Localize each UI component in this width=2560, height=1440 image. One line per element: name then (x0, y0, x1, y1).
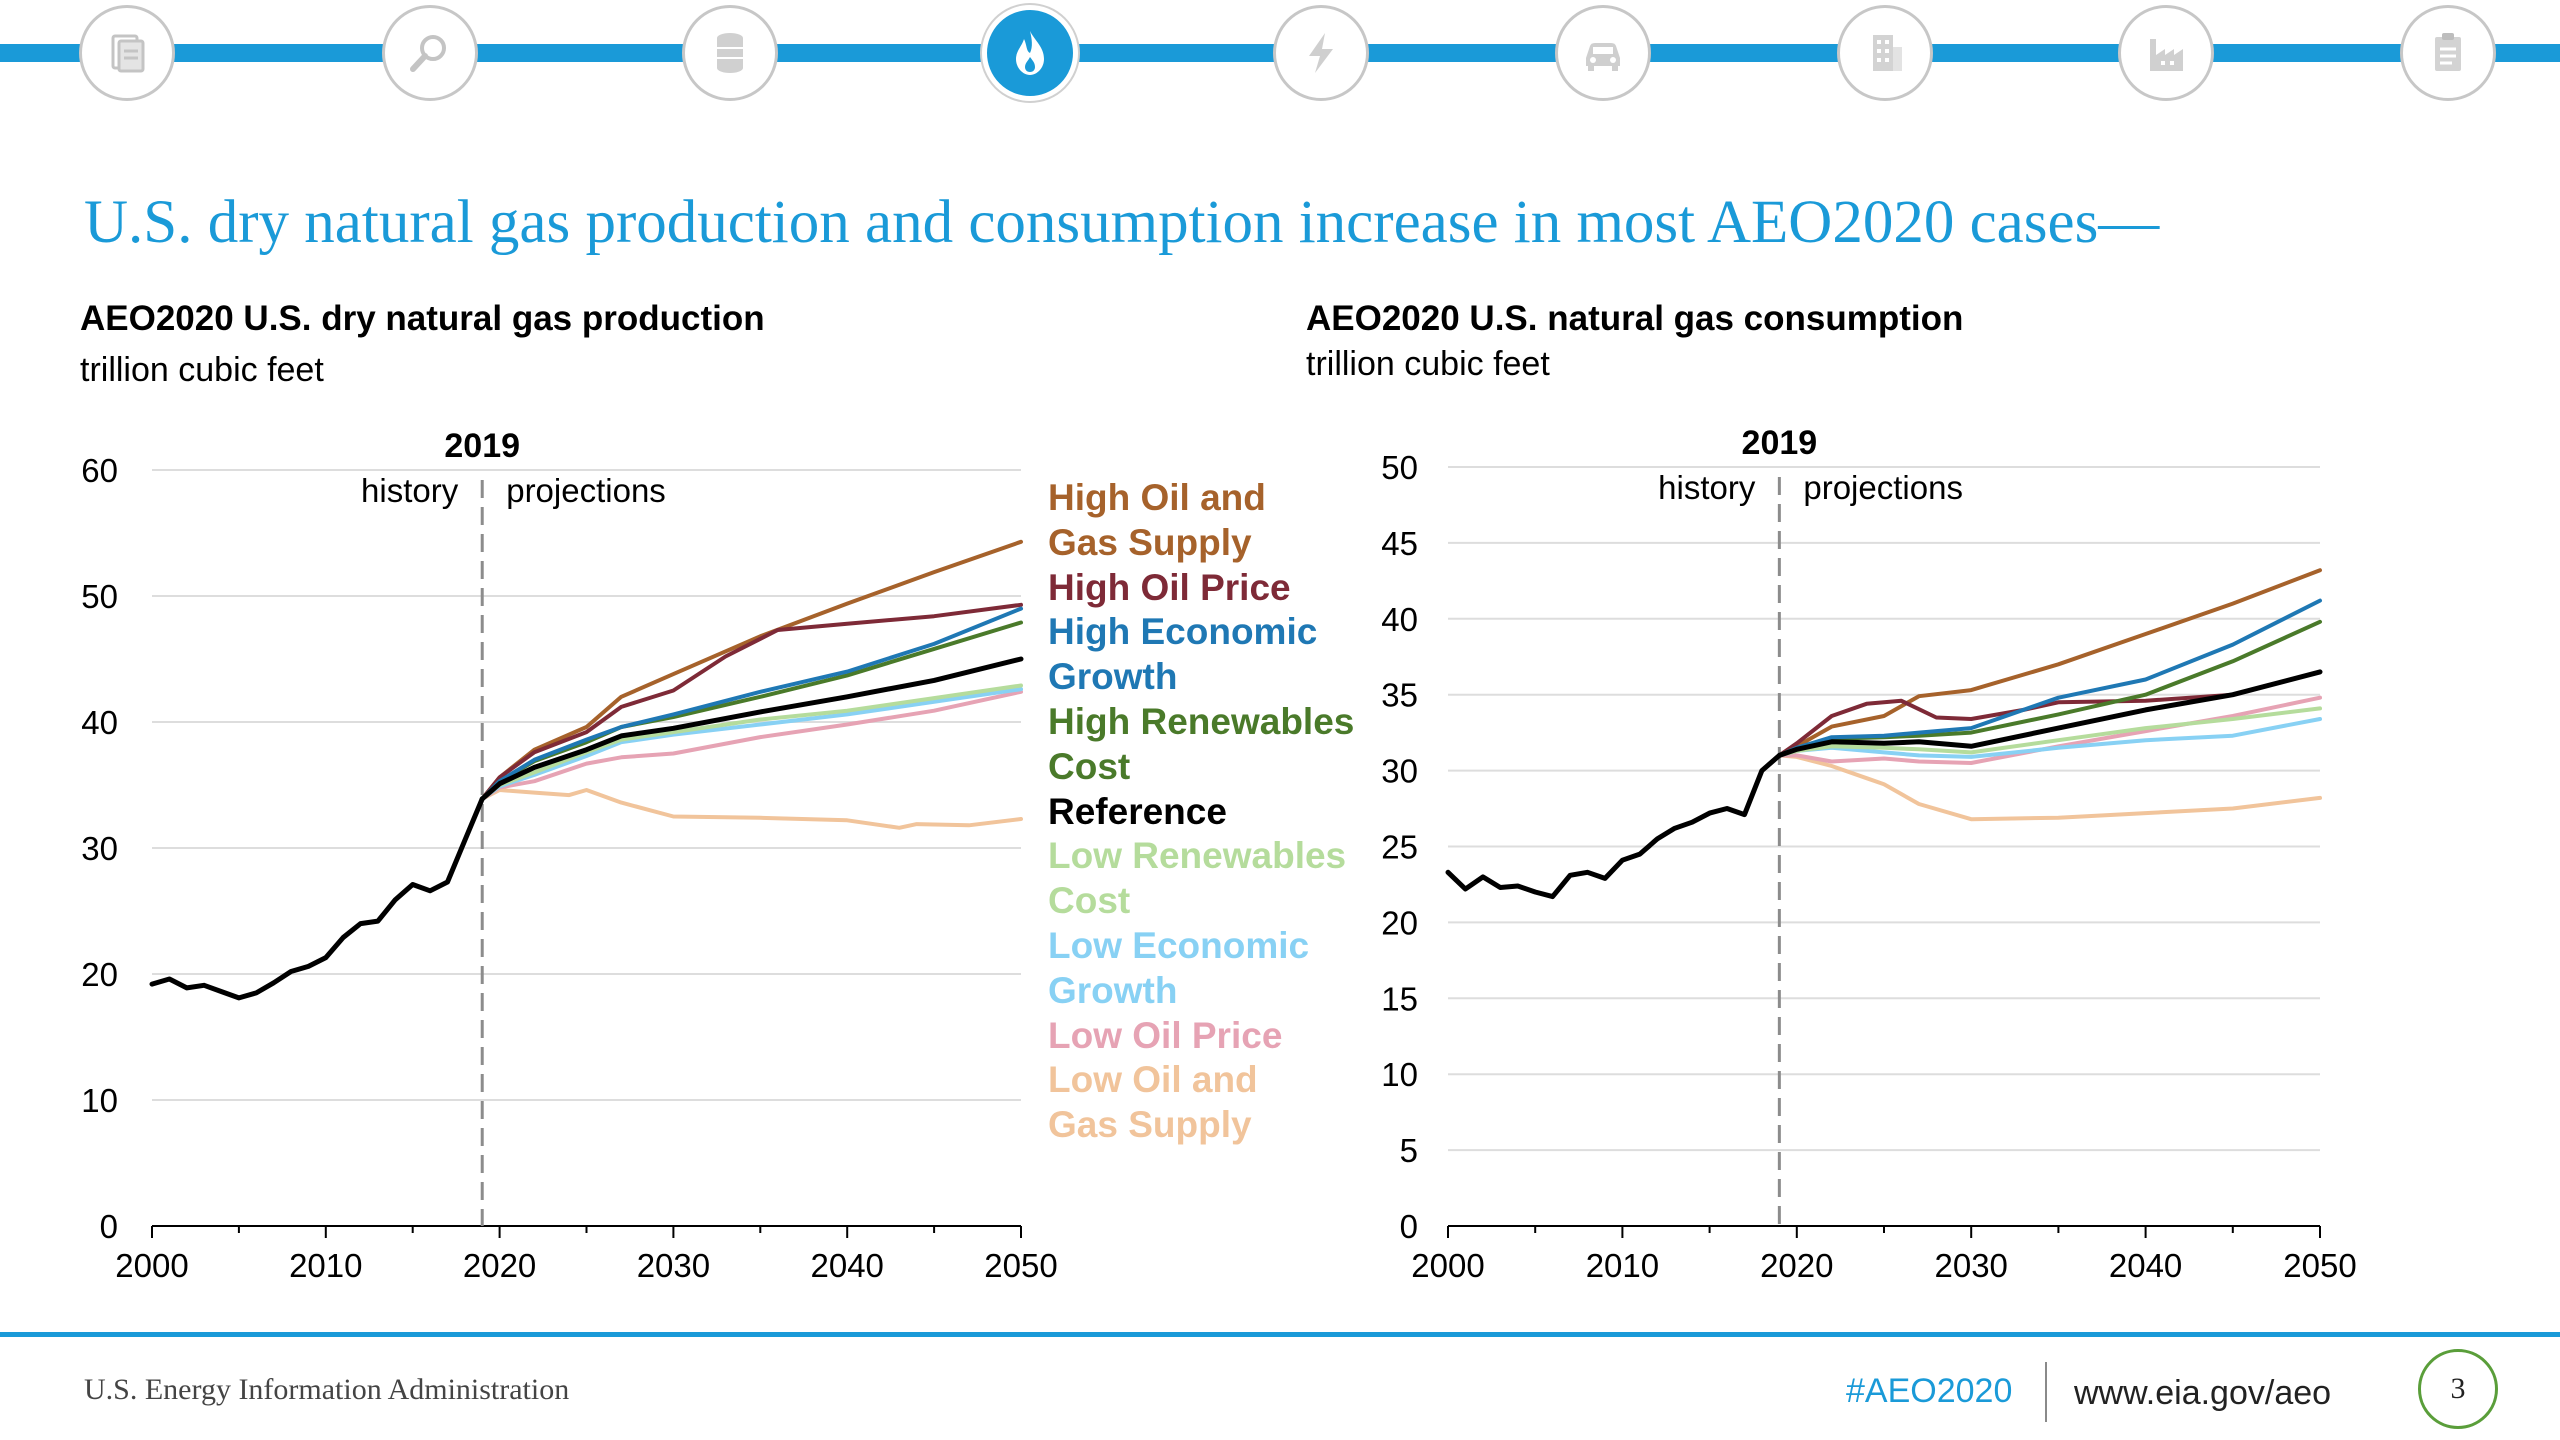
legend-item: High Oil and Gas Supply (1048, 477, 1266, 563)
series-line-low-renewables-cost (480, 683, 1023, 801)
history-line (1445, 752, 1782, 900)
footer-hashtag-link[interactable]: #AEO2020 (1846, 1372, 2013, 1410)
projections-label: projections (1803, 469, 1963, 506)
x-tick-label: 2010 (1586, 1247, 1659, 1284)
y-tick-label: 35 (1381, 677, 1418, 714)
y-tick-label: 10 (1381, 1056, 1418, 1093)
y-tick-label: 40 (81, 704, 118, 741)
series-line-high-economic-growth (480, 606, 1023, 801)
y-tick-label: 40 (1381, 601, 1418, 638)
topic-navigation-bar (0, 0, 2560, 110)
y-tick-label: 50 (81, 578, 118, 615)
divider-year-label: 2019 (444, 427, 520, 465)
legend-item: Low Renewables Cost (1048, 835, 1347, 922)
y-tick-label: 20 (1381, 904, 1418, 941)
footer-separator (2045, 1362, 2047, 1422)
y-tick-label: 30 (81, 830, 118, 867)
y-tick-label: 15 (1381, 980, 1418, 1017)
x-tick-label: 2020 (1760, 1247, 1833, 1284)
legend-item: High Renewables Cost (1048, 700, 1355, 787)
series-line-high-oil-price (1777, 669, 2322, 758)
slide-title: U.S. dry natural gas production and cons… (84, 189, 2160, 256)
footer-url-link[interactable]: www.eia.gov/aeo (2074, 1374, 2332, 1412)
legend-item: High Oil Price (1048, 566, 1291, 608)
y-tick-label: 0 (1400, 1208, 1418, 1245)
y-tick-label: 50 (1381, 449, 1418, 486)
legend-item: Low Oil Price (1048, 1014, 1283, 1056)
series-line-low-renewables-cost (1777, 706, 2322, 758)
building-icon[interactable] (1837, 5, 1933, 101)
series-line-reference (1776, 669, 2323, 758)
projections-label: projections (506, 472, 666, 509)
x-tick-label: 2050 (984, 1247, 1057, 1284)
clipboard-icon[interactable] (2400, 5, 2496, 101)
y-tick-label: 0 (100, 1208, 118, 1245)
legend-item: High Economic Growth (1048, 611, 1318, 698)
x-tick-label: 2030 (637, 1247, 710, 1284)
oil-barrel-icon[interactable] (682, 5, 778, 101)
y-tick-label: 20 (81, 956, 118, 993)
history-label: history (1658, 469, 1756, 506)
legend-item: Low Oil and Gas Supply (1048, 1059, 1258, 1146)
series-line-high-oil-and-gas-supply (1777, 568, 2322, 758)
x-tick-label: 2010 (289, 1247, 362, 1284)
series-line-high-economic-growth (1777, 598, 2322, 758)
x-tick-label: 2040 (2109, 1247, 2182, 1284)
x-tick-label: 2000 (115, 1247, 188, 1284)
car-icon[interactable] (1555, 5, 1651, 101)
y-tick-label: 25 (1381, 829, 1418, 866)
footer-rule (0, 1332, 2560, 1337)
y-tick-label: 10 (81, 1082, 118, 1119)
right-chart-title: AEO2020 U.S. natural gas consumption (1306, 299, 1964, 338)
page-number-badge: 3 (2418, 1349, 2498, 1429)
legend-item: Low Economic Growth (1048, 924, 1310, 1011)
x-tick-label: 2030 (1934, 1247, 2007, 1284)
series-line-reference (479, 656, 1024, 802)
series-line-low-oil-and-gas-supply (480, 788, 1023, 830)
lightning-icon[interactable] (1273, 5, 1369, 101)
history-line (149, 796, 485, 1001)
scenario-legend: High Oil and Gas Supply High Oil Price Hig… (1048, 476, 1388, 1148)
flame-icon[interactable] (982, 5, 1078, 101)
y-tick-label: 30 (1381, 753, 1418, 790)
x-tick-label: 2040 (810, 1247, 883, 1284)
divider-year-label: 2019 (1742, 424, 1818, 462)
x-tick-label: 2020 (463, 1247, 536, 1284)
history-label: history (361, 472, 459, 509)
series-line-low-oil-and-gas-supply (1777, 753, 2322, 822)
magnifier-icon[interactable] (382, 5, 478, 101)
x-tick-label: 2050 (2283, 1247, 2356, 1284)
y-tick-label: 45 (1381, 525, 1418, 562)
y-tick-label: 60 (81, 452, 118, 489)
y-tick-label: 5 (1400, 1132, 1418, 1169)
left-chart-title: AEO2020 U.S. dry natural gas production (80, 299, 765, 338)
factory-icon[interactable] (2118, 5, 2214, 101)
left-chart-unit: trillion cubic feet (80, 351, 324, 389)
series-line-high-oil-price (480, 602, 1023, 801)
x-tick-label: 2000 (1411, 1247, 1484, 1284)
legend-item: Reference (1048, 790, 1227, 832)
series-line-low-oil-price (480, 689, 1023, 801)
document-icon[interactable] (79, 5, 175, 101)
right-chart-unit: trillion cubic feet (1306, 345, 1550, 383)
footer-organization: U.S. Energy Information Administration (84, 1373, 570, 1406)
